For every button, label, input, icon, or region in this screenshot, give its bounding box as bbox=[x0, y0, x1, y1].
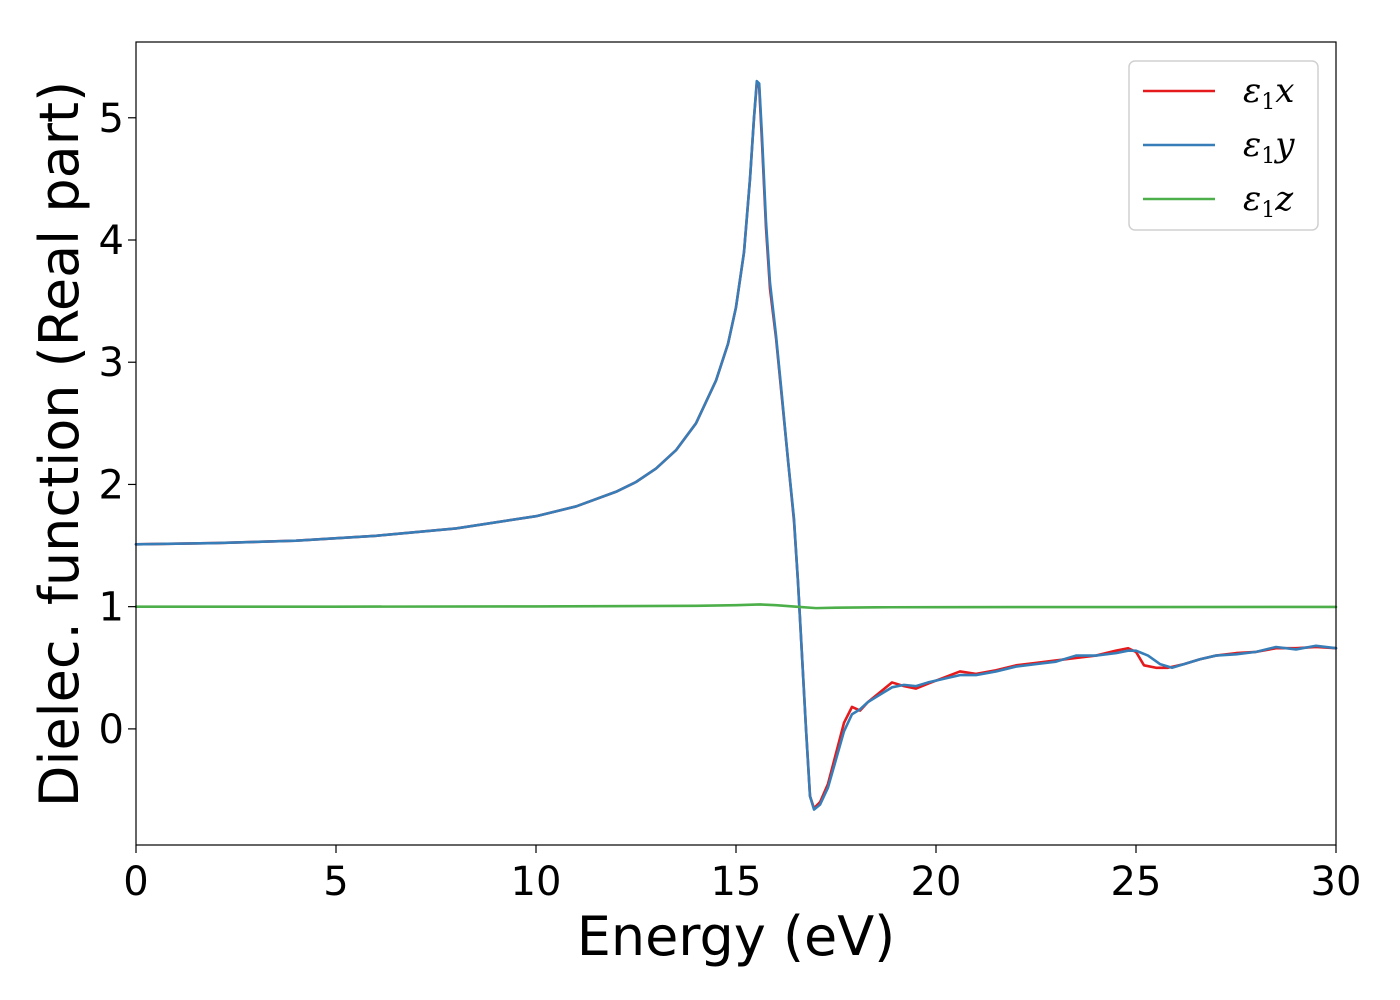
y-tick-label: 4 bbox=[99, 218, 124, 264]
x-tick-label: 0 bbox=[123, 859, 148, 905]
x-axis-label: Energy (eV) bbox=[577, 905, 896, 968]
legend-label-z: ε1z bbox=[1243, 179, 1294, 223]
y-tick-label: 0 bbox=[99, 707, 124, 753]
x-tick-label: 5 bbox=[323, 859, 348, 905]
series-line-z bbox=[134, 603, 1338, 610]
y-axis-label: Dielec. function (Real part) bbox=[28, 81, 91, 807]
x-tick-label: 15 bbox=[711, 859, 762, 905]
legend: ε1x ε1y ε1z bbox=[1128, 60, 1319, 231]
y-tick-label: 3 bbox=[99, 340, 124, 386]
legend-label-y: ε1y bbox=[1243, 125, 1295, 169]
x-tick-label: 25 bbox=[1111, 859, 1162, 905]
x-tick-label: 20 bbox=[911, 859, 962, 905]
y-axis-ticks: 0 1 2 3 4 5 bbox=[99, 96, 136, 753]
x-axis-ticks: 0 5 10 15 20 25 30 bbox=[123, 845, 1361, 905]
legend-box bbox=[1128, 60, 1319, 231]
y-tick-label: 5 bbox=[99, 96, 124, 142]
legend-label-x: ε1x bbox=[1243, 71, 1294, 115]
y-tick-label: 2 bbox=[99, 462, 124, 508]
series-layer bbox=[134, 79, 1338, 811]
x-tick-label: 30 bbox=[1311, 859, 1362, 905]
y-tick-label: 1 bbox=[99, 585, 124, 631]
x-tick-label: 10 bbox=[511, 859, 562, 905]
series-line-y bbox=[134, 79, 1338, 811]
